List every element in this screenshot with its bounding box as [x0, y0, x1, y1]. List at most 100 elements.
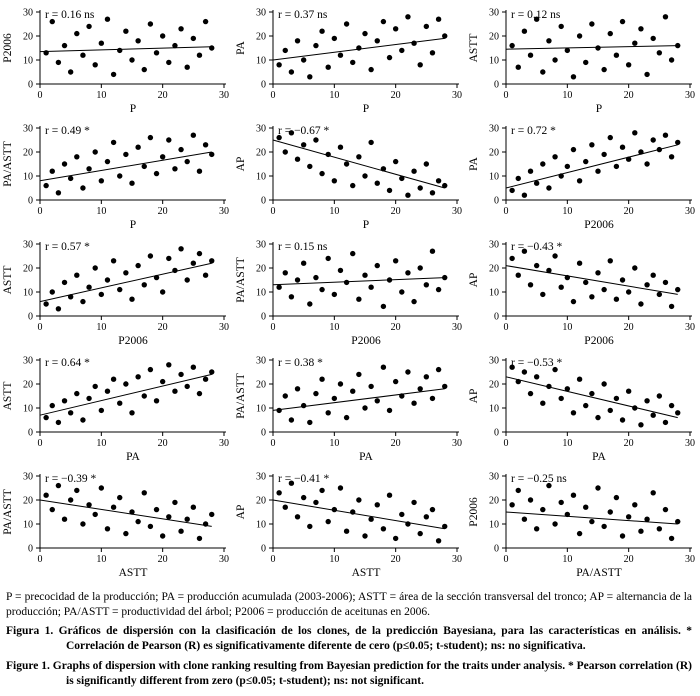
- data-point: [123, 381, 129, 387]
- x-tick-label: 20: [391, 90, 401, 101]
- data-point: [423, 161, 430, 167]
- data-point: [294, 156, 301, 162]
- trend-line: [272, 388, 445, 411]
- data-point: [147, 134, 154, 141]
- data-point: [294, 277, 301, 283]
- x-tick-label: 10: [96, 322, 106, 333]
- data-point: [675, 139, 681, 146]
- x-tick-label: 10: [329, 322, 339, 333]
- data-point: [276, 490, 282, 496]
- data-point: [337, 381, 344, 387]
- data-point: [166, 137, 172, 143]
- data-point: [343, 21, 350, 27]
- data-point: [509, 502, 515, 508]
- data-point: [589, 390, 595, 397]
- y-tick-label: 20: [256, 32, 266, 43]
- data-point: [509, 255, 515, 262]
- y-tick-label: 10: [256, 520, 266, 531]
- plot-cell: 0 0 10 10 20 20 30 30 r = 0.57 * ASTT P2006: [0, 234, 233, 350]
- y-tick-label: 30: [23, 472, 33, 483]
- data-point: [392, 26, 399, 32]
- data-point: [368, 139, 374, 146]
- data-point: [638, 528, 644, 534]
- x-tick-label: 30: [685, 206, 695, 217]
- data-point: [546, 185, 552, 191]
- data-point: [423, 514, 430, 520]
- data-point: [325, 518, 331, 525]
- y-tick-label: 20: [489, 148, 499, 159]
- data-point: [147, 366, 154, 373]
- data-point: [172, 499, 178, 506]
- data-point: [411, 298, 417, 305]
- y-tick-label: 0: [261, 196, 266, 207]
- scatter-plot: 00 10 10 20 20 30 30 r = −0.39 * PA/ASTT ASTT: [2, 472, 229, 580]
- data-point: [337, 485, 344, 491]
- plot-cell: 0 0 10 10 20 20 30 30 r = −0.43 * AP P2006: [466, 234, 699, 350]
- data-point: [313, 390, 319, 397]
- data-point: [601, 381, 607, 387]
- data-point: [392, 535, 399, 542]
- data-point: [209, 369, 215, 375]
- data-point: [313, 42, 319, 49]
- data-point: [533, 262, 540, 269]
- data-point: [209, 151, 215, 158]
- data-point: [184, 158, 190, 165]
- data-point: [98, 178, 105, 184]
- x-axis-label: P2006: [584, 219, 614, 231]
- data-point: [74, 30, 80, 37]
- x-tick-label: 0: [504, 322, 509, 333]
- data-point: [595, 168, 601, 174]
- data-point: [288, 417, 295, 423]
- data-point: [521, 192, 528, 198]
- data-point: [423, 374, 430, 380]
- trend-line: [39, 46, 212, 53]
- data-point: [74, 272, 80, 278]
- data-point: [662, 419, 669, 426]
- x-tick-label: 0: [271, 322, 276, 333]
- data-point: [564, 163, 571, 170]
- data-point: [374, 398, 380, 404]
- data-point: [417, 185, 423, 191]
- data-point: [583, 158, 589, 165]
- x-tick-label: 20: [624, 206, 634, 217]
- x-tick-label: 20: [624, 322, 634, 333]
- data-point: [282, 270, 288, 276]
- data-point: [595, 414, 601, 421]
- data-point: [104, 158, 111, 165]
- data-point: [86, 23, 92, 30]
- data-point: [552, 366, 558, 373]
- data-point: [276, 134, 282, 141]
- data-point: [159, 533, 166, 539]
- scatter-grid: 0 0 10 10 20 20 30 30 r = 0.16 ns P2006 P 0 0 10 10 20 2…: [0, 8, 699, 582]
- data-point: [209, 511, 215, 518]
- data-point: [307, 419, 313, 426]
- data-point: [350, 250, 356, 257]
- data-point: [411, 168, 417, 174]
- r-label: r = −0.39 *: [45, 473, 97, 485]
- data-point: [129, 410, 135, 416]
- data-point: [675, 286, 681, 293]
- axes: [39, 126, 226, 201]
- data-point: [43, 182, 49, 189]
- plot-cell: 0 0 10 10 20 20 30 30 r = −0.41 * AP ASTT: [233, 466, 466, 582]
- data-point: [67, 497, 74, 503]
- data-point: [129, 296, 135, 302]
- y-axis-label: AP: [468, 389, 480, 404]
- data-point: [386, 187, 393, 194]
- x-tick-label: 30: [452, 438, 462, 449]
- data-point: [147, 523, 154, 530]
- x-tick-label: 30: [685, 322, 695, 333]
- y-axis-label: ASTT: [468, 34, 480, 63]
- x-tick-label: 30: [685, 90, 695, 101]
- r-label: r = −0.43 *: [511, 241, 563, 253]
- data-point: [209, 45, 215, 51]
- plot-cell: 0 0 10 10 20 20 30 30 r = 0.38 * PA/ASTT PA: [233, 350, 466, 466]
- data-point: [350, 388, 356, 394]
- data-point: [607, 30, 613, 37]
- data-point: [564, 386, 571, 392]
- y-tick-label: 30: [23, 124, 33, 135]
- data-point: [184, 277, 190, 283]
- r-label: r = 0.37 ns: [278, 9, 328, 21]
- x-tick-label: 0: [271, 554, 276, 565]
- data-point: [601, 523, 607, 530]
